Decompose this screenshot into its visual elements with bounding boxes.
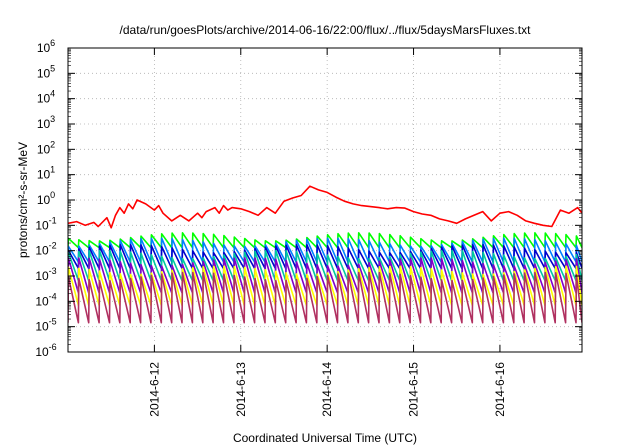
y-axis-title: protons/cm²-s-sr-MeV bbox=[16, 142, 30, 258]
y-tick-label-exponent: 1 bbox=[50, 165, 55, 175]
y-tick-label-base: 10 bbox=[37, 142, 51, 156]
x-tick-labels: 2014-6-12 2014-6-13 2014-6-14 2014-6-15 2014… bbox=[147, 362, 507, 417]
grid bbox=[68, 48, 582, 352]
y-tick-label-base: 10 bbox=[37, 117, 51, 131]
y-tick-label: 10-1 bbox=[35, 215, 56, 232]
x-axis-title: Coordinated Universal Time (UTC) bbox=[233, 431, 417, 445]
y-tick-label-exponent: 3 bbox=[50, 114, 55, 124]
y-tick-label-base: 10 bbox=[35, 244, 49, 258]
y-tick-label: 101 bbox=[37, 165, 55, 182]
y-tick-labels: 10-610-510-410-310-210-11001011021031041… bbox=[35, 38, 56, 359]
ticks bbox=[68, 47, 582, 353]
y-tick-label-exponent: -5 bbox=[49, 317, 57, 327]
y-tick-label-exponent: -3 bbox=[49, 266, 57, 276]
y-tick-label-base: 10 bbox=[37, 92, 51, 106]
y-tick-label: 10-5 bbox=[35, 317, 56, 334]
y-tick-label: 102 bbox=[37, 139, 55, 156]
y-tick-label-exponent: -6 bbox=[49, 342, 57, 352]
y-tick-label-exponent: -4 bbox=[49, 291, 57, 301]
y-tick-label-exponent: -2 bbox=[49, 241, 57, 251]
y-tick-label-base: 10 bbox=[35, 320, 49, 334]
y-tick-label: 10-4 bbox=[35, 291, 56, 308]
y-tick-label-exponent: 2 bbox=[50, 139, 55, 149]
y-tick-label: 106 bbox=[37, 38, 55, 55]
y-tick-label: 104 bbox=[37, 89, 55, 106]
series-group bbox=[68, 185, 582, 324]
y-tick-label-base: 10 bbox=[35, 294, 49, 308]
y-tick-label: 105 bbox=[37, 63, 55, 80]
series-line bbox=[68, 185, 582, 229]
x-tick-label: 2014-6-14 bbox=[320, 362, 334, 417]
y-tick-label-exponent: 4 bbox=[50, 89, 55, 99]
chart-title: /data/run/goesPlots/archive/2014-06-16/2… bbox=[120, 23, 532, 37]
x-tick-label: 2014-6-16 bbox=[493, 362, 507, 417]
y-tick-label-base: 10 bbox=[35, 218, 49, 232]
y-tick-label-base: 10 bbox=[35, 269, 49, 283]
y-tick-label-base: 10 bbox=[35, 345, 49, 359]
x-tick-label: 2014-6-12 bbox=[147, 362, 161, 417]
y-tick-label: 10-3 bbox=[35, 266, 56, 283]
y-tick-label-base: 10 bbox=[37, 168, 51, 182]
y-tick-label-base: 10 bbox=[37, 193, 51, 207]
y-tick-label-exponent: 0 bbox=[50, 190, 55, 200]
y-tick-label: 103 bbox=[37, 114, 55, 131]
y-tick-label-exponent: 5 bbox=[50, 63, 55, 73]
y-tick-label: 10-2 bbox=[35, 241, 56, 258]
y-tick-label: 100 bbox=[37, 190, 55, 207]
series-line bbox=[68, 271, 582, 324]
x-tick-label: 2014-6-13 bbox=[234, 362, 248, 417]
y-tick-label-base: 10 bbox=[37, 41, 51, 55]
y-tick-label-exponent: -1 bbox=[49, 215, 57, 225]
y-tick-label-exponent: 6 bbox=[50, 38, 55, 48]
x-tick-label: 2014-6-15 bbox=[407, 362, 421, 417]
y-tick-label: 10-6 bbox=[35, 342, 56, 359]
y-tick-label-base: 10 bbox=[37, 66, 51, 80]
